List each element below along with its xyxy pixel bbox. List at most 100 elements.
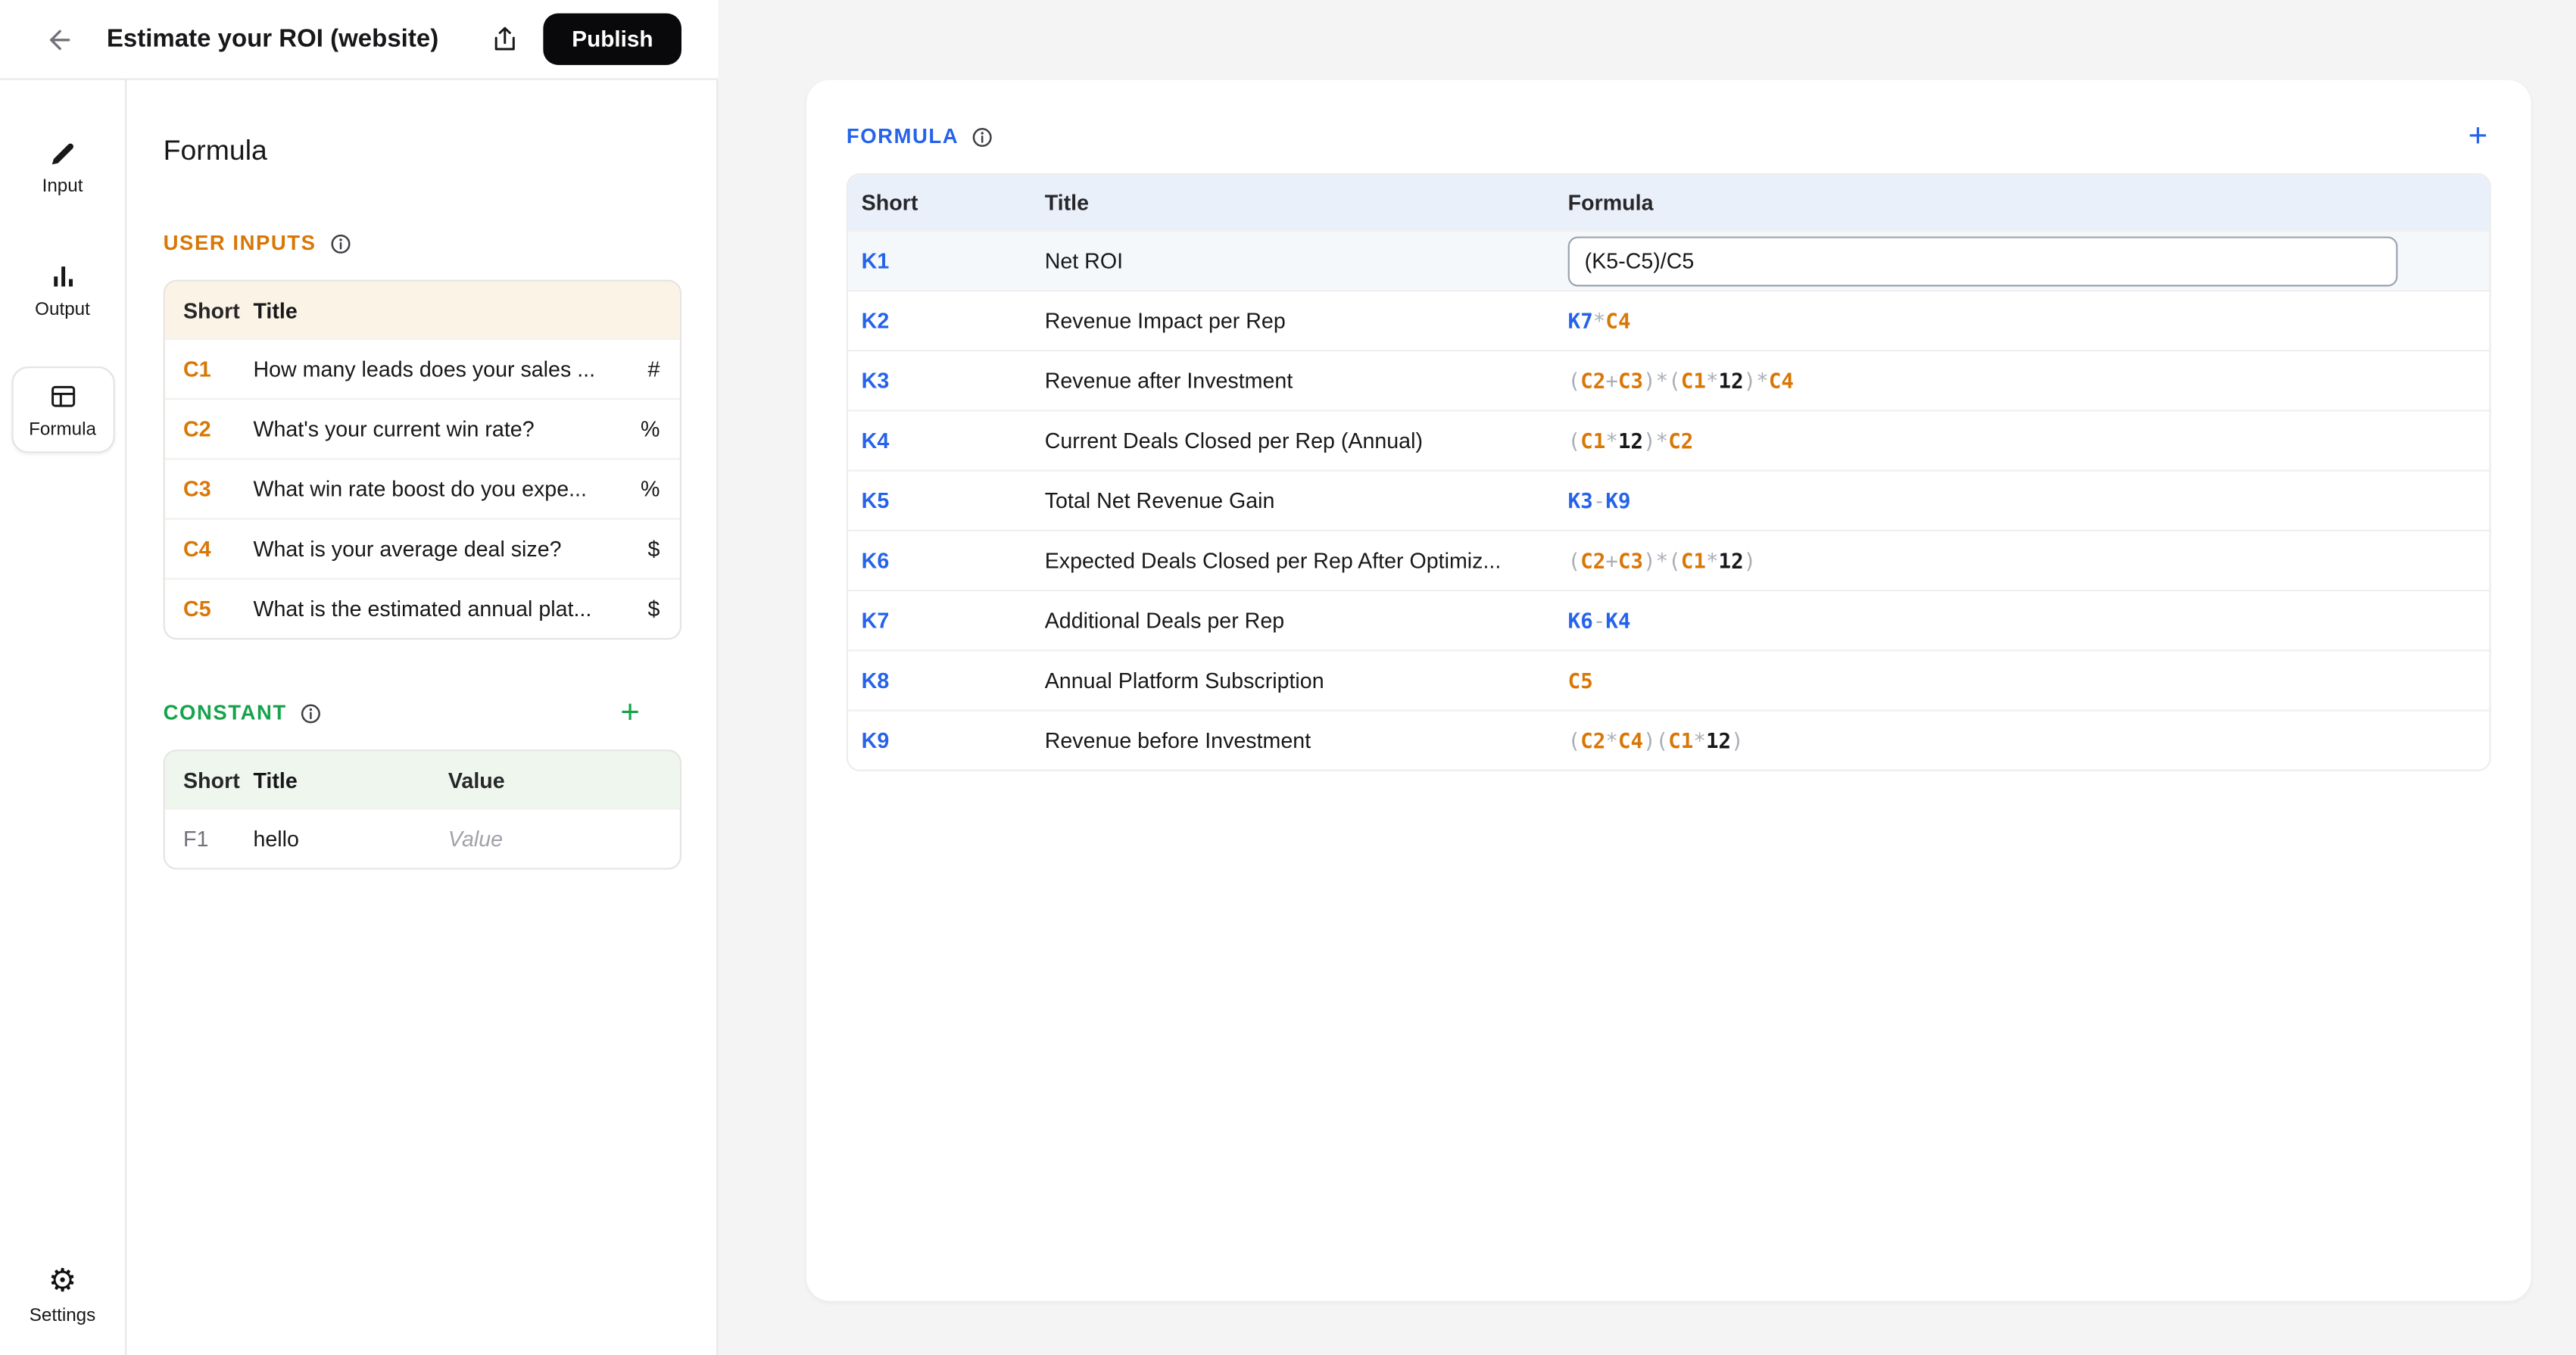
formula-short-cell: K2 [861,308,890,334]
formula-expression-cell: K6-K4 [1564,608,2489,633]
constant-row[interactable]: F1 hello Value [164,808,680,868]
formula-token: * [1655,368,1669,394]
sidebar-item-formula[interactable]: Formula [11,366,114,453]
user-inputs-heading: USER INPUTS [163,231,317,255]
formula-token: C2 [1668,428,1694,453]
formula-token: K6 [1567,608,1593,634]
info-icon[interactable] [300,702,322,724]
user-input-title-cell: What is your average deal size? [253,536,562,562]
user-input-row[interactable]: C3 What win rate boost do you expe... % [164,458,680,518]
formula-token: ( [1567,368,1581,394]
formula-token: * [1605,727,1618,753]
constant-short-cell: F1 [183,826,209,852]
formula-token: 12 [1705,727,1732,753]
back-button[interactable] [40,19,80,59]
formula-expression-cell: (C2+C3)*(C1*12)*C4 [1564,368,2489,393]
formula-short-cell: K3 [861,368,890,394]
user-input-row[interactable]: C2 What's your current win rate? % [164,397,680,458]
formula-token: ) [1643,727,1656,753]
user-inputs-section-head: USER INPUTS [164,232,680,255]
sidebar-item-output[interactable]: Output [11,247,114,333]
formula-title-cell: Revenue Impact per Rep [1044,308,1286,334]
formula-token: 12 [1617,428,1644,453]
formula-short-cell: K9 [861,727,890,753]
sidebar-item-label: Input [42,176,83,197]
formula-expression-cell: K3-K9 [1564,488,2489,513]
sidebar-item-label: Formula [29,419,96,440]
column-header-short: Short [183,297,240,322]
formula-table-row[interactable]: K9 Revenue before Investment (C2*C4)(C1*… [848,709,2490,770]
formula-short-cell: K1 [861,248,890,273]
formula-token: K3 [1567,487,1593,513]
user-input-title-cell: How many leads does your sales ... [253,356,596,382]
formula-expression-cell: (C2*C4)(C1*12) [1564,728,2489,753]
topbar: Estimate your ROI (website) Publish [0,0,719,80]
formula-token: ) [1643,547,1656,573]
column-header-short: Short [183,767,240,793]
formula-short-cell: K6 [861,547,890,573]
main-area: FORMULA + Short Title Formula K1 Net ROI… [718,0,2576,1355]
formula-token: ( [1567,727,1581,753]
formula-token: * [1655,547,1669,573]
formula-expression-cell: (C1*12)*C2 [1564,428,2489,453]
nav-rail: Input Output Formula ⚙ Settings [0,79,127,1355]
constant-title-cell: hello [253,826,299,852]
formula-table-row[interactable]: K8 Annual Platform Subscription C5 [848,649,2490,710]
user-input-row[interactable]: C1 How many leads does your sales ... # [164,338,680,398]
user-input-title-cell: What is the estimated annual plat... [253,596,592,621]
formula-token: ) [1743,368,1757,394]
formula-table-row[interactable]: K7 Additional Deals per Rep K6-K4 [848,589,2490,650]
formula-short-cell: K5 [861,487,890,513]
page-title: Estimate your ROI (website) [106,25,439,54]
formula-token: ) [1643,368,1656,394]
formula-heading: FORMULA [846,125,959,148]
formula-token: C1 [1680,547,1706,573]
add-formula-button[interactable]: + [2468,118,2488,155]
formula-expression-cell: K7*C4 [1564,308,2489,333]
formula-title-cell: Additional Deals per Rep [1044,608,1285,634]
info-icon[interactable] [329,232,351,254]
formula-title-cell: Total Net Revenue Gain [1044,487,1275,513]
constant-header-row: Short Title Value [164,751,680,808]
formula-short-cell: K8 [861,668,890,693]
column-header-title: Title [253,767,298,793]
constant-value-input[interactable]: Value [448,826,504,852]
sidebar-item-label: Output [35,300,90,320]
sidebar-item-settings[interactable]: ⚙ Settings [11,1253,114,1339]
column-header-short: Short [861,189,918,215]
formula-token: ( [1668,547,1681,573]
formula-table-row[interactable]: K3 Revenue after Investment (C2+C3)*(C1*… [848,350,2490,410]
table-icon [51,385,75,407]
formula-title-cell: Annual Platform Subscription [1044,668,1324,693]
formula-table-row[interactable]: K1 Net ROI [848,229,2490,290]
user-input-row[interactable]: C5 What is the estimated annual plat... … [164,578,680,638]
formula-table-row[interactable]: K5 Total Net Revenue Gain K3-K9 [848,469,2490,530]
user-input-unit-cell: $ [647,596,660,621]
formula-card: FORMULA + Short Title Formula K1 Net ROI… [806,79,2531,1301]
user-input-short-cell: C2 [183,416,211,442]
sidebar-item-input[interactable]: Input [11,123,114,210]
info-icon[interactable] [972,126,994,148]
formula-token: * [1693,727,1706,753]
constant-section-head: CONSTANT + [163,694,680,732]
share-button[interactable] [480,14,530,64]
add-constant-button[interactable]: + [620,694,640,732]
formula-token: C2 [1580,727,1606,753]
user-input-unit-cell: % [640,476,660,502]
formula-title-cell: Expected Deals Closed per Rep After Opti… [1044,547,1502,573]
formula-table-row[interactable]: K6 Expected Deals Closed per Rep After O… [848,529,2490,590]
user-input-row[interactable]: C4 What is your average deal size? $ [164,518,680,578]
formula-token: ( [1567,547,1581,573]
publish-button[interactable]: Publish [543,13,682,65]
panel-title: Formula [163,135,267,167]
formula-token: - [1592,608,1606,634]
formula-title-cell: Current Deals Closed per Rep (Annual) [1044,428,1423,453]
formula-token: - [1592,487,1606,513]
formula-token: * [1655,428,1669,453]
constant-heading: CONSTANT [163,701,287,725]
formula-table-row[interactable]: K4 Current Deals Closed per Rep (Annual)… [848,410,2490,470]
formula-token: K7 [1567,308,1593,334]
formula-table-row[interactable]: K2 Revenue Impact per Rep K7*C4 [848,289,2490,350]
formula-editor-input[interactable] [1567,235,2398,286]
